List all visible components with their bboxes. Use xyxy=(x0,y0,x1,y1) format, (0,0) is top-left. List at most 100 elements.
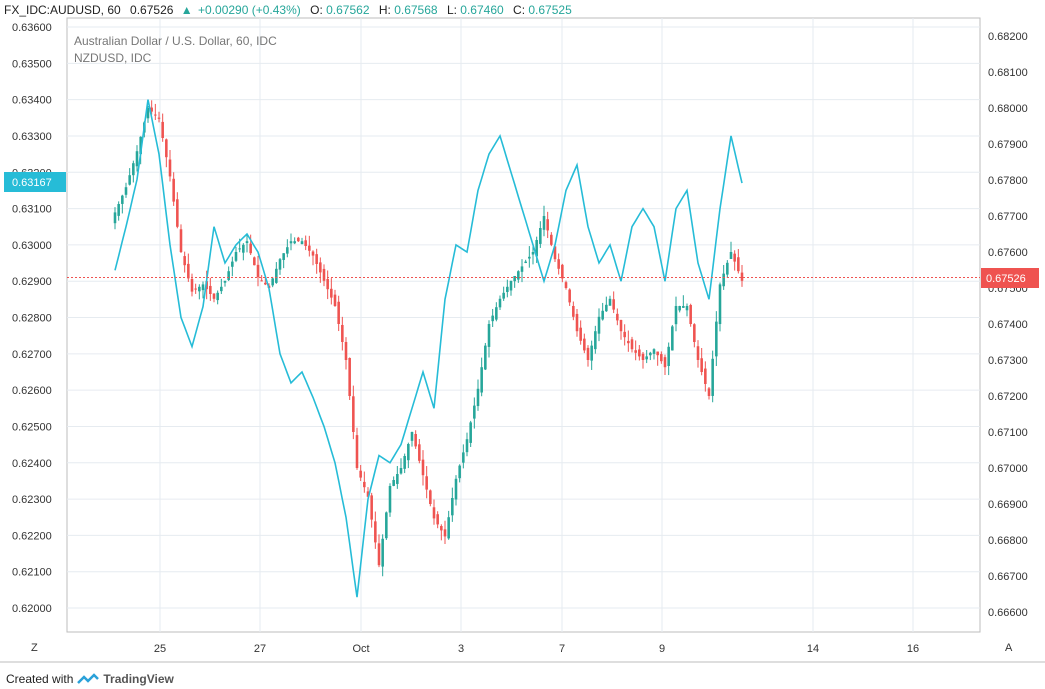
candle xyxy=(498,295,502,310)
candle xyxy=(597,308,601,342)
candle xyxy=(638,345,641,361)
candle xyxy=(352,385,355,440)
candle-body xyxy=(557,259,560,269)
candle xyxy=(168,150,172,182)
candle xyxy=(480,357,483,397)
candle-body xyxy=(234,252,238,261)
candle xyxy=(520,259,524,283)
auto-scale-button[interactable]: A xyxy=(996,637,1024,657)
candle-body xyxy=(370,495,373,520)
candle-body xyxy=(440,526,443,531)
candle xyxy=(528,246,531,268)
candle xyxy=(634,340,637,361)
auto-scale-label: A xyxy=(1005,642,1013,654)
candle xyxy=(135,145,139,172)
candle xyxy=(363,471,366,493)
candle xyxy=(245,234,249,253)
main-series-legend[interactable]: Australian Dollar / U.S. Dollar, 60, IDC xyxy=(74,34,277,48)
candle xyxy=(359,464,362,482)
candle-body xyxy=(293,241,296,244)
candle-body xyxy=(619,319,623,332)
candle-body xyxy=(198,286,201,292)
open-value: 0.67562 xyxy=(326,3,370,17)
candle-body xyxy=(678,306,681,311)
candle-body xyxy=(568,289,571,303)
candle-body xyxy=(605,304,608,312)
candle-body xyxy=(344,341,348,360)
left-tick-label: 0.63300 xyxy=(12,131,52,143)
candle-body xyxy=(264,282,267,285)
candle-body xyxy=(388,486,392,513)
time-tick-label: 3 xyxy=(458,643,464,655)
candle xyxy=(234,246,238,263)
candle xyxy=(370,492,373,528)
candle xyxy=(396,465,399,489)
candle-body xyxy=(187,263,190,279)
candle xyxy=(601,302,604,321)
close-value: 0.67525 xyxy=(528,3,572,17)
candle-body xyxy=(271,278,274,286)
candle-body xyxy=(113,212,117,224)
candle-body xyxy=(429,490,432,504)
candle-body xyxy=(161,121,164,138)
candle xyxy=(718,282,722,332)
candle xyxy=(689,303,692,327)
compare-series-legend[interactable]: NZDUSD, IDC xyxy=(74,51,152,65)
candle xyxy=(707,386,711,400)
right-tick-label: 0.68200 xyxy=(988,31,1028,43)
right-tick-label: 0.66600 xyxy=(988,607,1028,619)
candle xyxy=(117,201,120,221)
candle xyxy=(542,205,546,237)
left-tick-label: 0.62200 xyxy=(12,530,52,542)
candle-body xyxy=(436,514,439,525)
tradingview-link[interactable]: TradingView xyxy=(103,672,174,686)
candle xyxy=(550,232,553,247)
candle-body xyxy=(223,280,227,283)
candle-body xyxy=(242,244,245,253)
candle xyxy=(183,251,186,273)
right-last-badge xyxy=(981,268,1039,288)
candle xyxy=(220,278,223,295)
candle xyxy=(656,351,659,366)
candle-body xyxy=(330,288,333,298)
candle xyxy=(388,483,392,517)
close-label: C: xyxy=(513,3,525,17)
candle-body xyxy=(454,478,458,500)
candle-body xyxy=(124,187,128,195)
candle-body xyxy=(693,324,696,342)
candle-body xyxy=(381,538,384,567)
left-tick-label: 0.62300 xyxy=(12,494,52,506)
candle-body xyxy=(326,278,329,290)
candle xyxy=(682,295,685,309)
left-tick-label: 0.62500 xyxy=(12,421,52,433)
left-tick-label: 0.62900 xyxy=(12,276,52,288)
nzdusd-line xyxy=(114,99,743,598)
candle-body xyxy=(117,204,120,216)
candle-body xyxy=(586,347,590,360)
right-tick-label: 0.67900 xyxy=(988,139,1028,151)
candle-body xyxy=(652,349,656,354)
candle-body xyxy=(128,175,131,185)
candle-body xyxy=(513,276,516,282)
left-scale-button[interactable]: Z xyxy=(22,637,50,657)
candle-body xyxy=(553,246,557,260)
low-value: 0.67460 xyxy=(460,3,504,17)
candle-body xyxy=(608,298,612,306)
candle-body xyxy=(139,136,142,155)
candle-body xyxy=(447,517,450,539)
candle-body xyxy=(649,352,652,356)
candle xyxy=(146,105,150,123)
candle xyxy=(113,207,117,230)
candle-body xyxy=(498,298,502,308)
candle xyxy=(531,245,535,265)
candle xyxy=(212,293,216,303)
candle xyxy=(726,260,729,278)
candle xyxy=(410,431,414,447)
candle xyxy=(561,263,564,283)
candle xyxy=(539,221,542,248)
candle xyxy=(209,277,212,301)
candle xyxy=(271,276,274,288)
candle-body xyxy=(711,358,714,396)
candle xyxy=(381,534,384,577)
candle xyxy=(161,113,164,142)
